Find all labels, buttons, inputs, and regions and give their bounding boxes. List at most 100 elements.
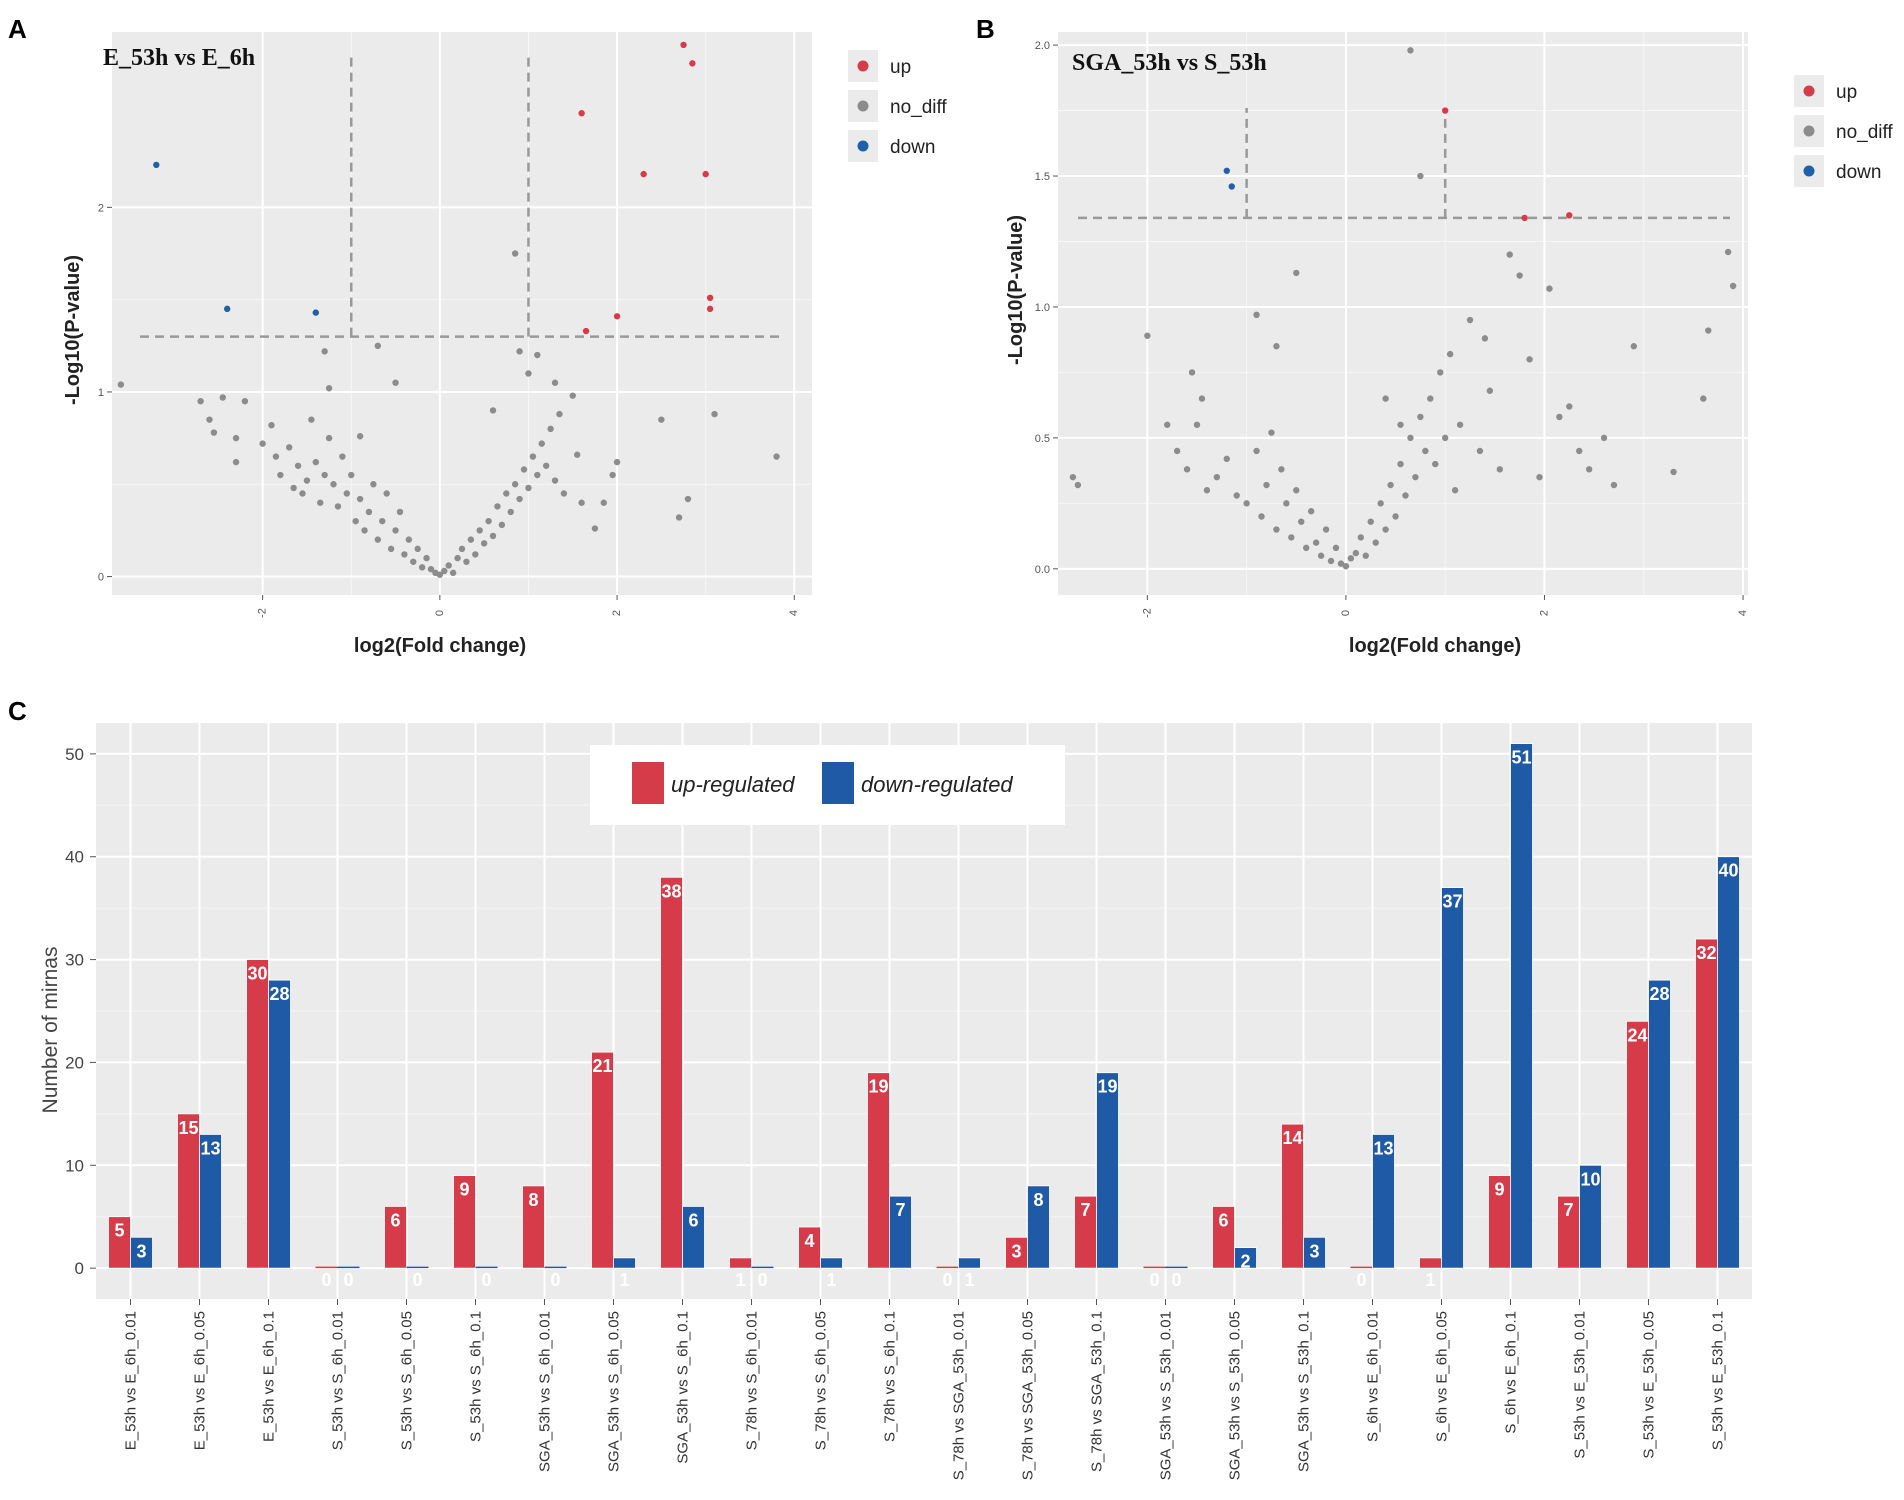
point-down [1228,183,1235,190]
point-no_diff [294,462,302,469]
point-no_diff [272,453,280,460]
bar-down-value: 10 [1580,1169,1600,1189]
point-no_diff [1188,369,1196,376]
point-no_diff [1729,282,1737,290]
bar-down [130,1236,153,1269]
legend-up-marker [1803,85,1815,97]
point-no_diff [1546,285,1553,292]
bar-up [1419,1257,1442,1269]
bar-down-value: 13 [1373,1138,1393,1158]
point-no_diff [197,397,204,405]
point-no_diff [591,525,599,532]
y-tick-label: 1.0 [1035,302,1050,314]
bar-up-value: 0 [321,1270,331,1290]
point-no_diff [1183,466,1191,473]
volcano-plot-a: A -2 0 2 4 0 1 2 E_53h vs E_6h log2(Fold chang… [8,14,947,657]
point-up [689,60,696,67]
bar-down-value: 28 [1649,984,1669,1004]
bar-down-value: 13 [200,1138,220,1158]
y-tick-label: 1.5 [1035,171,1050,183]
x-tick-label: 4 [788,610,800,616]
point-no_diff [569,392,576,399]
point-no_diff [463,558,470,565]
bar-up-value: 0 [942,1270,952,1290]
point-no_diff [529,453,537,460]
point-no_diff [600,499,607,506]
point-no_diff [1307,508,1315,515]
point-no_diff [1357,534,1365,541]
point-no_diff [1382,395,1389,402]
bar-down [682,1206,705,1269]
point-no_diff [1700,395,1707,402]
bar-down-value: 19 [1097,1077,1117,1097]
point-no_diff [117,381,125,388]
legend-up-label: up [890,57,911,78]
plot-a-grid [112,32,812,595]
legend-down-marker [857,140,869,152]
point-no_diff [365,508,373,516]
point-no_diff [489,407,497,414]
x-category-label: SGA_53h vs S_6h_0.01 [537,1311,554,1472]
bar-down-value: 1 [826,1270,836,1290]
x-category-label: SGA_53h vs S_53h_0.01 [1158,1311,1175,1480]
point-no_diff [356,495,364,503]
y-tick-label: 0.5 [1035,433,1050,445]
point-no_diff [1352,549,1360,557]
bar-down-value: 3 [1309,1241,1319,1261]
point-no_diff [511,481,519,488]
point-no_diff [1198,395,1206,402]
point-no_diff [1576,447,1583,455]
point-no_diff [1273,343,1280,350]
bar-up [867,1072,890,1269]
point-no_diff [1566,403,1573,410]
point-no_diff [525,484,532,492]
y-tick-label: 40 [65,848,84,867]
point-no_diff [1397,460,1404,468]
legend-no_diff-marker [857,100,869,112]
bar-up [384,1206,407,1269]
bar-down-value: 40 [1718,861,1738,881]
x-tick-label: -2 [1141,608,1153,618]
point-no_diff [516,348,523,355]
point-no_diff [1441,434,1449,442]
point-no_diff [684,495,692,503]
bar-up-value: 1 [735,1270,745,1290]
point-no_diff [1556,413,1563,421]
point-up [702,170,709,178]
point-no_diff [232,458,240,466]
point-no_diff [1486,387,1494,394]
y-tick-label: 0 [98,572,104,584]
point-no_diff [374,536,382,543]
point-no_diff [1144,332,1151,339]
bar-up-value: 14 [1282,1128,1302,1148]
x-category-label: E_53h vs E_6h_0.1 [261,1311,278,1442]
point-no_diff [573,451,581,458]
point-no_diff [1670,468,1677,476]
point-no_diff [387,545,395,553]
point-no_diff [556,410,563,418]
bar-up [798,1226,821,1269]
point-no_diff [1293,487,1300,494]
legend-up-swatch [632,762,664,804]
plot-b-ylabel: -Log10(P-value) [1005,215,1027,365]
point-no_diff [1536,473,1543,481]
point-no_diff [361,527,368,534]
bar-up [1281,1123,1304,1269]
bar-down [1441,887,1464,1269]
bar-up [729,1257,752,1269]
point-no_diff [1283,500,1290,507]
bar-up-value: 9 [1494,1180,1504,1200]
point-no_diff [675,514,683,521]
point-no_diff [1347,555,1355,562]
point-no_diff [334,503,342,510]
point-no_diff [547,425,554,433]
panel-label-a: A [8,14,27,44]
bar-up [522,1185,545,1269]
point-no_diff [1203,487,1211,494]
point-no_diff [1367,518,1374,525]
point-no_diff [379,517,386,525]
point-no_diff [312,458,319,466]
bar-up [315,1266,338,1269]
bar-down [199,1134,222,1269]
